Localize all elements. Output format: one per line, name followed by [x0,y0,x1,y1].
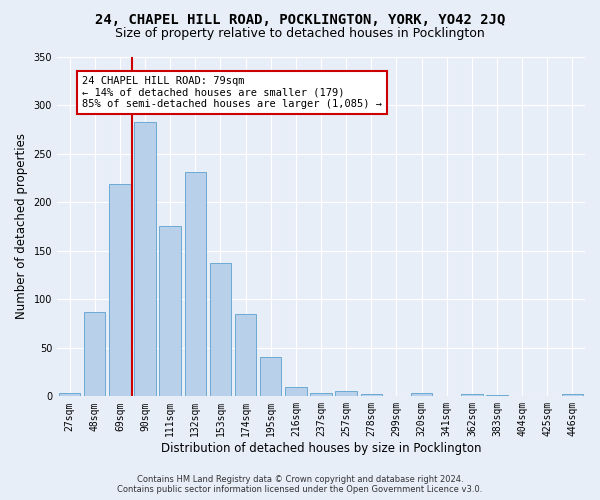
Bar [335,392,357,396]
Bar [84,312,106,396]
Bar [210,264,231,396]
Bar [461,394,482,396]
Text: Size of property relative to detached houses in Pocklington: Size of property relative to detached ho… [115,28,485,40]
Bar [109,184,131,396]
X-axis label: Distribution of detached houses by size in Pocklington: Distribution of detached houses by size … [161,442,481,455]
Bar [310,394,332,396]
Bar [285,386,307,396]
Bar [411,394,432,396]
Bar [361,394,382,396]
Text: 24, CHAPEL HILL ROAD, POCKLINGTON, YORK, YO42 2JQ: 24, CHAPEL HILL ROAD, POCKLINGTON, YORK,… [95,12,505,26]
Bar [235,314,256,396]
Bar [562,394,583,396]
Bar [134,122,156,396]
Y-axis label: Number of detached properties: Number of detached properties [15,134,28,320]
Bar [185,172,206,396]
Bar [59,394,80,396]
Bar [260,358,281,397]
Bar [160,226,181,396]
Text: Contains HM Land Registry data © Crown copyright and database right 2024.
Contai: Contains HM Land Registry data © Crown c… [118,474,482,494]
Text: 24 CHAPEL HILL ROAD: 79sqm
← 14% of detached houses are smaller (179)
85% of sem: 24 CHAPEL HILL ROAD: 79sqm ← 14% of deta… [82,76,382,109]
